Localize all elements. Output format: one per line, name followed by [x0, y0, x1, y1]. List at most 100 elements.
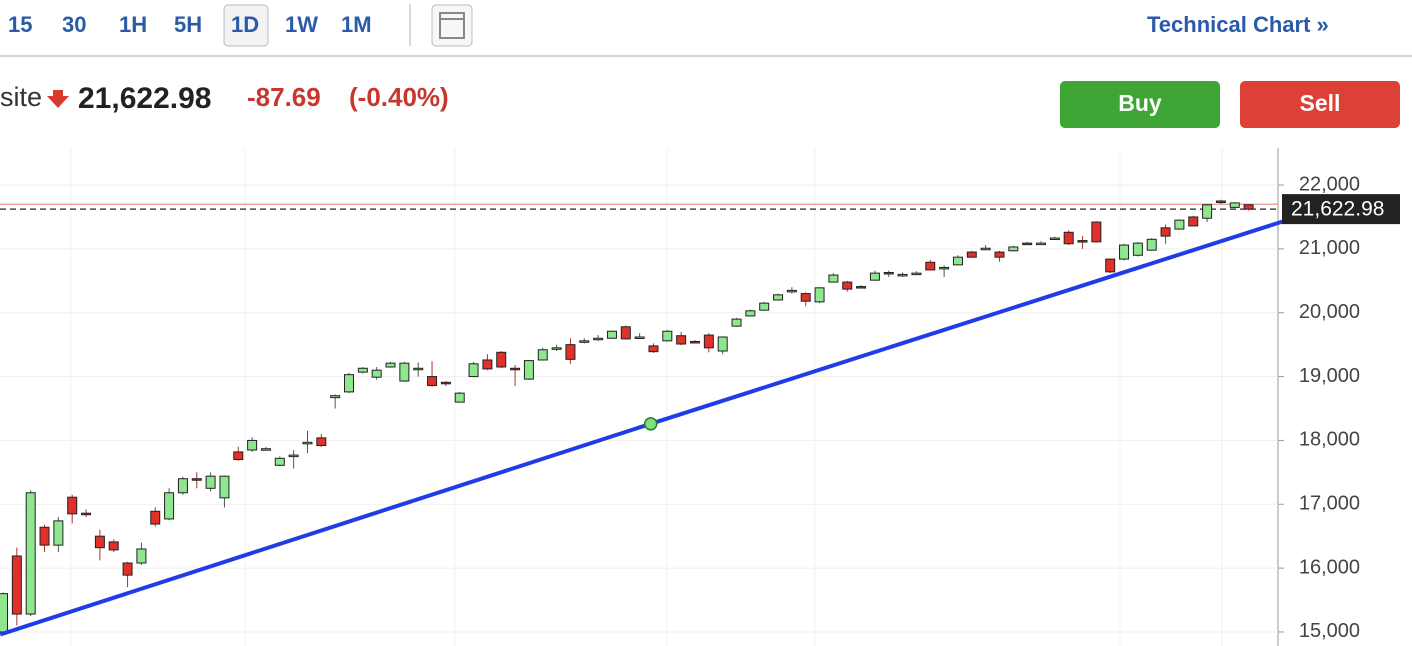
trendline — [0, 200, 1344, 637]
technical-chart-link[interactable]: Technical Chart » — [1147, 12, 1329, 37]
candle-body — [274, 457, 285, 466]
candle-body — [523, 360, 534, 380]
candle-body — [81, 512, 92, 516]
candle-body — [177, 478, 188, 494]
candle-body — [288, 454, 299, 458]
candle-body — [980, 247, 991, 251]
candle-body — [745, 310, 756, 317]
candle-body — [1105, 258, 1116, 273]
candle-body — [939, 266, 950, 270]
candle-body — [482, 359, 493, 370]
layout-button-frame — [431, 4, 473, 47]
candle-body — [606, 330, 617, 339]
price-tag-label: 21,622.98 — [1291, 198, 1384, 221]
quote-price: 21,622.98 — [78, 82, 211, 115]
candle-body — [136, 548, 147, 564]
candle-body — [1146, 238, 1157, 251]
candle-body — [1008, 246, 1019, 252]
candle-body — [952, 256, 963, 266]
candle-body — [1119, 244, 1130, 260]
candle-body — [150, 510, 161, 525]
candle-body — [1188, 216, 1199, 227]
timeframe-button[interactable]: 1M — [341, 12, 372, 37]
y-tick-label: 19,000 — [1299, 365, 1360, 387]
candle-body — [925, 261, 936, 271]
candle-body — [205, 475, 216, 489]
candle-body — [593, 337, 604, 341]
candle-body — [468, 363, 479, 378]
timeframe-button[interactable]: 1D — [231, 12, 259, 37]
candle-body — [620, 326, 631, 340]
candle-body — [690, 340, 700, 344]
candle-body — [1202, 204, 1213, 219]
candle-body — [579, 340, 590, 343]
candle-body — [94, 535, 105, 549]
candle-body — [39, 526, 50, 546]
buy-button[interactable]: Buy — [1060, 81, 1220, 128]
candle-body — [537, 349, 548, 361]
candle-body — [344, 374, 354, 393]
candle-body — [454, 392, 465, 403]
candle-body — [551, 347, 562, 350]
candle-body — [717, 336, 728, 352]
candle-body — [648, 345, 659, 353]
candle-body — [1049, 237, 1060, 241]
selected-timeframe-box — [223, 4, 269, 47]
candle-body — [53, 520, 64, 546]
price-tag — [1282, 194, 1400, 225]
candle-body — [413, 367, 424, 371]
candle-body — [233, 451, 244, 461]
candle-body — [25, 492, 36, 615]
timeframe-button[interactable]: 1H — [119, 12, 147, 37]
candle-body — [1022, 242, 1033, 246]
timeframe-button[interactable]: 5H — [174, 12, 202, 37]
timeframe-button[interactable]: 1W — [285, 12, 318, 37]
candle-body — [1160, 227, 1171, 237]
candle-body — [108, 541, 119, 551]
layout-icon — [439, 12, 465, 39]
candle-body — [247, 439, 258, 451]
candle-body — [1132, 242, 1143, 256]
sell-label: Sell — [1300, 90, 1341, 116]
candle-body — [399, 362, 410, 382]
candle-body — [662, 330, 673, 342]
candle-body — [676, 335, 687, 345]
layout-button[interactable] — [431, 4, 473, 47]
candle-body — [828, 274, 839, 283]
candle-body — [330, 395, 341, 399]
timeframe-button[interactable]: 15 — [8, 12, 32, 37]
candle-body — [897, 273, 908, 277]
candle-body — [1036, 242, 1046, 246]
y-tick-label: 15,000 — [1299, 620, 1360, 642]
candle-body — [786, 289, 797, 293]
candle-body — [385, 362, 396, 368]
candle-body — [496, 351, 507, 368]
candle-body — [1243, 204, 1254, 210]
candle-body — [357, 367, 368, 373]
candle-body — [371, 369, 382, 378]
candle-body — [260, 448, 271, 451]
candle-body — [994, 251, 1005, 258]
candle-body — [1077, 240, 1088, 243]
candle-body — [856, 286, 867, 289]
candle-body — [1091, 221, 1102, 243]
buy-button-bg — [1060, 81, 1220, 128]
quote-name: site — [0, 82, 42, 112]
x-grid — [70, 148, 1223, 646]
candle-body — [814, 287, 825, 303]
candle-body — [883, 272, 894, 275]
trendline-handle[interactable] — [643, 417, 658, 431]
candle-body — [1215, 200, 1226, 203]
candle-body — [773, 294, 784, 301]
candle-body — [1063, 231, 1074, 245]
candle-body — [869, 272, 880, 281]
candle-body — [966, 251, 977, 258]
timeframe-button[interactable]: 30 — [62, 12, 86, 37]
candle-body — [565, 344, 576, 360]
sell-button[interactable]: Sell — [1240, 81, 1400, 128]
y-tick-label: 21,000 — [1299, 237, 1360, 259]
candle-body — [842, 281, 853, 290]
candle-body — [302, 441, 313, 445]
candle-body — [510, 367, 521, 371]
candle-body — [0, 593, 8, 633]
